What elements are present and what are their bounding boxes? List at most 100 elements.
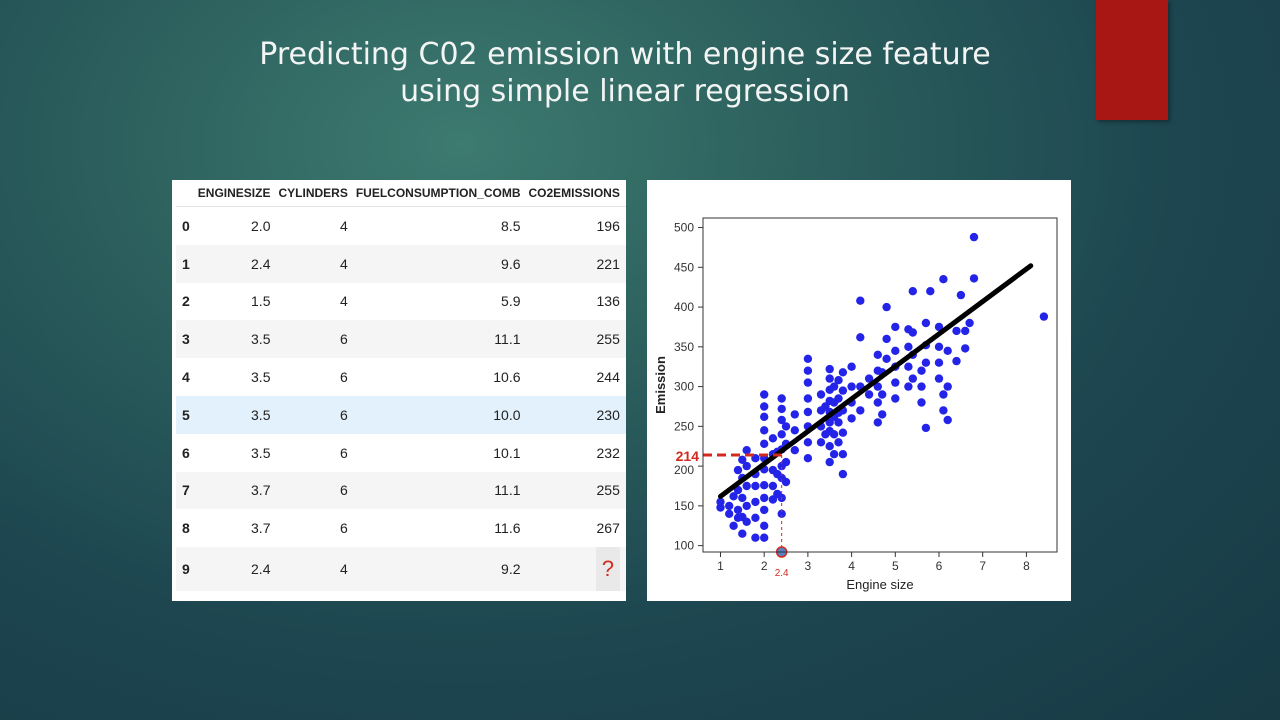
data-point [742, 501, 751, 511]
cell-enginesize: 3.5 [195, 395, 277, 434]
data-point [882, 334, 891, 344]
data-point [969, 274, 979, 283]
data-point [956, 290, 966, 300]
data-point [760, 390, 769, 399]
data-point [829, 450, 839, 459]
data-point [838, 469, 848, 479]
data-point [825, 442, 834, 451]
data-point [751, 513, 760, 522]
data-point [943, 346, 952, 355]
data-point [768, 434, 778, 443]
data-point [834, 438, 843, 447]
data-point [729, 521, 738, 530]
data-point [838, 450, 848, 459]
cell-co2emissions-unknown: ? [526, 547, 626, 592]
column-header-index [176, 180, 196, 207]
data-point [952, 356, 961, 366]
cell-enginesize: 3.5 [251, 369, 271, 386]
data-point [738, 455, 747, 464]
cell-cylinders: 6 [276, 471, 354, 510]
cell-co2emissions: 255 [526, 320, 626, 359]
data-point [847, 362, 856, 371]
data-point [834, 394, 843, 403]
data-point [760, 439, 769, 448]
data-point [777, 394, 786, 403]
data-point [803, 454, 813, 463]
data-point [838, 368, 848, 377]
y-axis-label: Emission [653, 356, 668, 414]
data-point [751, 481, 760, 491]
cell-fuelconsumption: 11.1 [353, 471, 527, 510]
data-point [825, 364, 834, 374]
y-tick-label: 350 [674, 340, 694, 354]
cell-fuelconsumption: 10.0 [353, 395, 527, 434]
x-tick-label: 3 [805, 559, 812, 573]
table-row: 8 3.7 6 11.6 267 [176, 509, 626, 547]
x-tick-label: 6 [936, 559, 943, 573]
data-point [781, 457, 791, 467]
cell-fuelconsumption: 11.6 [494, 520, 521, 537]
x-tick-label: 4 [848, 559, 855, 573]
cell-fuelconsumption: 10.1 [493, 444, 521, 461]
cell-fuelconsumption: 5.9 [501, 293, 521, 310]
data-point [777, 430, 786, 439]
table-row: 1 2.4 4 9.6 221 [176, 244, 626, 283]
data-point [760, 412, 769, 421]
y-tick-label: 250 [674, 419, 694, 433]
data-point [908, 374, 917, 383]
y-tick-label: 100 [674, 539, 694, 553]
data-point [904, 362, 913, 371]
accent-block [1096, 0, 1168, 120]
data-point [760, 426, 769, 435]
table-row: 3 3.5 6 11.1 255 [176, 320, 626, 359]
cell-cylinders: 4 [340, 217, 348, 234]
data-point [965, 318, 974, 328]
data-point [864, 374, 874, 383]
data-point [917, 382, 926, 391]
data-point [921, 318, 931, 328]
data-point [816, 438, 826, 447]
cell-enginesize: 2.0 [251, 217, 271, 234]
slide-title-line-2: using simple linear regression [400, 74, 850, 109]
data-point [781, 477, 791, 487]
data-point [751, 497, 760, 507]
data-point [934, 342, 944, 351]
cell-fuelconsumption: 9.6 [353, 244, 527, 283]
data-point [856, 406, 865, 415]
cell-fuelconsumption: 11.1 [353, 320, 527, 359]
row-index: 4 [182, 369, 190, 386]
cell-cylinders: 4 [276, 547, 354, 592]
cell-co2emissions: 230 [526, 395, 626, 434]
data-point [790, 446, 799, 455]
cell-cylinders: 6 [340, 520, 348, 537]
data-point [751, 533, 760, 542]
cell-cylinders: 6 [340, 369, 348, 386]
data-point [790, 410, 799, 419]
data-point [760, 402, 769, 411]
data-point [969, 232, 979, 242]
data-point [834, 418, 843, 427]
row-index: 9 [176, 547, 196, 592]
data-point [803, 407, 813, 417]
data-point [904, 342, 913, 351]
data-point [816, 390, 826, 399]
table-row-highlighted: 5 3.5 6 10.0 230 [176, 395, 626, 434]
data-table-panel: ENGINESIZE CYLINDERS FUELCONSUMPTION_COM… [172, 180, 626, 601]
y-tick-label: 200 [674, 463, 694, 477]
table-row: 0 2.0 4 8.5 196 [176, 207, 626, 245]
data-point [733, 505, 743, 515]
cell-co2emissions: 267 [596, 520, 620, 537]
data-point [891, 378, 900, 387]
cell-enginesize: 3.5 [195, 320, 277, 359]
data-point [760, 533, 769, 542]
data-point [760, 481, 769, 490]
data-point [934, 358, 944, 367]
cell-enginesize: 1.5 [251, 293, 271, 310]
cell-co2emissions: 196 [596, 217, 620, 234]
row-index: 6 [182, 444, 190, 461]
data-point [781, 422, 791, 431]
data-point [777, 415, 786, 425]
scatter-chart: 214 2.4 1 2 3 4 5 6 7 8 100 150 250 300 350 400 450 500 2… [653, 217, 1058, 592]
cell-co2emissions: 244 [596, 369, 620, 386]
y-tick-label: 450 [674, 260, 694, 274]
